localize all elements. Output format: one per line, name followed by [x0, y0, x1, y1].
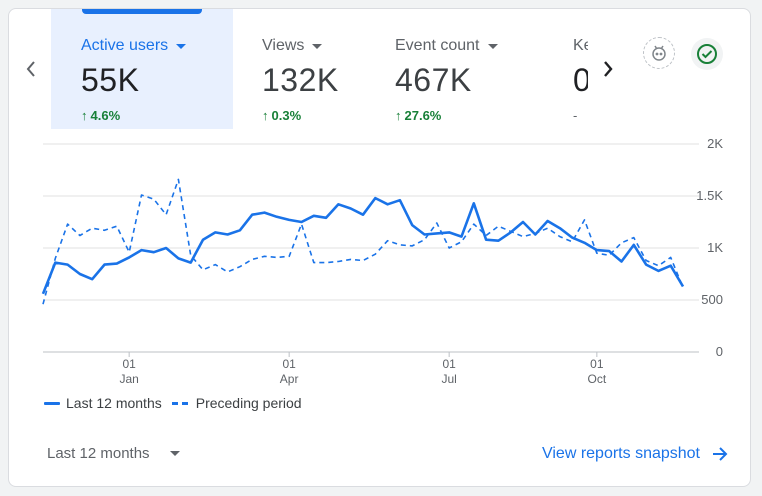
view-reports-snapshot-link[interactable]: View reports snapshot: [542, 445, 728, 463]
series-line-last-12-months: [41, 196, 685, 295]
metric-tab-key-events[interactable]: Ke 0 -: [573, 9, 588, 129]
metric-label: Event count: [395, 37, 498, 55]
series-line-preceding-period: [42, 178, 684, 305]
date-range-label: Last 12 months: [47, 445, 150, 462]
arrow-up-icon: ↑: [262, 108, 269, 123]
chevron-left-icon: [26, 61, 35, 77]
line-chart: [41, 143, 699, 357]
y-tick-label: 1.5K: [696, 188, 723, 203]
caret-down-icon: [176, 43, 187, 49]
y-tick-label: 500: [701, 292, 723, 307]
y-tick-label: 0: [715, 344, 723, 359]
metric-change: -: [573, 108, 578, 123]
metric-tab-views[interactable]: Views 132K ↑ 0.3%: [234, 9, 384, 129]
x-tick-label: 01 Apr: [279, 357, 299, 386]
metric-value: 55K: [81, 62, 140, 98]
overview-card: Active users 55K ↑ 4.6% Views 132K ↑ 0.3% …: [8, 8, 751, 487]
date-range-select[interactable]: Last 12 months: [47, 445, 180, 462]
legend-item-current: Last 12 months: [44, 395, 162, 411]
metric-change: ↑ 0.3%: [262, 108, 302, 123]
metric-tab-active-users[interactable]: Active users 55K ↑ 4.6%: [51, 9, 233, 129]
status-button[interactable]: [691, 38, 723, 70]
metric-change: ↑ 27.6%: [395, 108, 442, 123]
caret-down-icon: [487, 43, 498, 49]
arrow-up-icon: ↑: [81, 108, 88, 123]
metric-tab-event-count[interactable]: Event count 467K ↑ 27.6%: [369, 9, 569, 129]
x-tick-label: 01 Oct: [587, 357, 607, 386]
metric-label: Ke: [573, 37, 588, 54]
selected-indicator: [82, 9, 202, 14]
metric-change: ↑ 4.6%: [81, 108, 121, 123]
prev-metrics-button[interactable]: [19, 57, 43, 81]
chart-legend: Last 12 months Preceding period: [44, 395, 312, 411]
caret-down-icon: [169, 451, 180, 456]
x-tick-label: 01 Jan: [119, 357, 139, 386]
arrow-right-icon: [713, 447, 728, 461]
metric-value: 467K: [395, 62, 472, 98]
check-circle-icon: [697, 44, 717, 64]
caret-down-icon: [312, 43, 323, 49]
legend-label: Last 12 months: [66, 395, 162, 411]
legend-swatch-dashed: [171, 401, 190, 405]
x-tick-label: 01 Jul: [441, 357, 457, 386]
y-tick-label: 1K: [707, 240, 723, 255]
arrow-up-icon: ↑: [395, 108, 402, 123]
metric-label: Active users: [81, 37, 187, 55]
insights-button[interactable]: [643, 37, 675, 69]
metric-label: Views: [262, 37, 323, 55]
insights-badge-icon: [652, 45, 666, 61]
metric-value: 132K: [262, 62, 339, 98]
next-metrics-button[interactable]: [596, 57, 620, 81]
y-tick-label: 2K: [707, 136, 723, 151]
metric-value: 0: [573, 62, 588, 99]
link-label: View reports snapshot: [541, 445, 700, 462]
chevron-right-icon: [604, 61, 613, 77]
legend-label: Preceding period: [195, 395, 302, 411]
legend-swatch-solid: [44, 401, 60, 405]
legend-item-previous: Preceding period: [171, 395, 302, 411]
